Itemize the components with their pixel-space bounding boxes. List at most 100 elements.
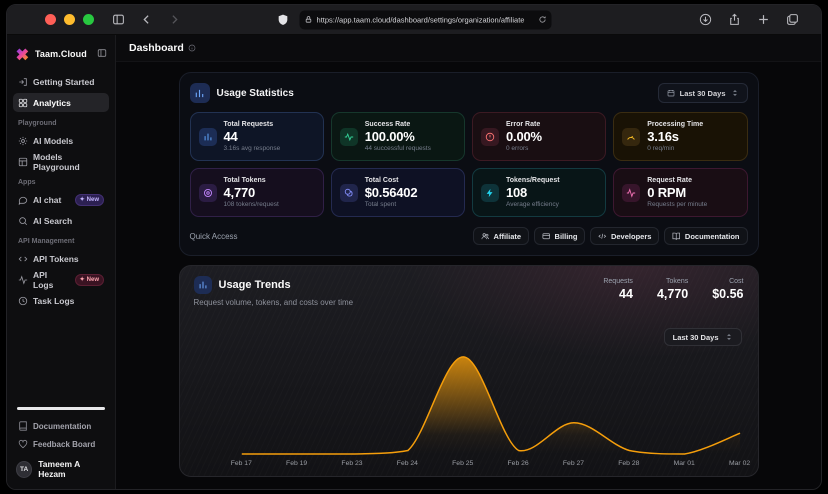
sidebar-item-analytics[interactable]: Analytics [13, 93, 109, 112]
address-bar[interactable]: https://app.taam.cloud/dashboard/setting… [299, 10, 552, 29]
x-axis-label: Feb 23 [341, 460, 363, 467]
usage-statistics-card: Usage Statistics Last 30 Days Total Requ… [178, 72, 759, 256]
stat-card-processing-time: Processing Time 3.16s 0 req/min [613, 112, 748, 161]
sidebar-item-ai-chat[interactable]: AI chat ✦ New [13, 190, 109, 209]
stat-value: 4,770 [223, 185, 256, 200]
sparkle-icon: ✦ [79, 277, 85, 283]
alert-circle-icon [481, 127, 499, 146]
search-icon [19, 216, 28, 225]
stat-card-request-rate: Request Rate 0 RPM Requests per minute [613, 168, 748, 217]
stats-grid: Total Requests 44 3.16s avg response Suc… [189, 112, 748, 217]
sidebar-item-api-tokens[interactable]: API Tokens [13, 249, 109, 268]
sidebar-item-models-playground[interactable]: Models Playground [13, 152, 109, 172]
new-badge: ✦ New [74, 193, 104, 206]
taam-cloud-logo-icon [15, 47, 30, 62]
chart-range-select[interactable]: Last 30 Days [663, 328, 742, 346]
developers-button[interactable]: Developers [590, 227, 660, 245]
activity-icon [18, 274, 28, 285]
browser-window: https://app.taam.cloud/dashboard/setting… [6, 4, 822, 490]
book-icon [672, 232, 681, 240]
page-title: Dashboard [129, 42, 184, 54]
back-icon[interactable] [140, 13, 153, 26]
info-icon[interactable] [188, 39, 196, 57]
users-icon [481, 232, 489, 239]
x-axis-label: Mar 02 [728, 460, 751, 467]
stat-value: 108 [506, 185, 528, 200]
forward-icon[interactable] [168, 13, 181, 26]
stat-value: 100.00% [364, 129, 415, 144]
stat-value: 0 RPM [647, 185, 686, 200]
sidebar-item-documentation[interactable]: Documentation [13, 417, 109, 435]
downloads-icon[interactable] [699, 13, 712, 26]
door-icon [19, 77, 27, 86]
chevrons-up-down-icon [726, 334, 731, 340]
url-text: https://app.taam.cloud/dashboard/setting… [316, 15, 525, 24]
stat-title: Processing Time [647, 121, 704, 128]
stat-subtitle: 0 req/min [647, 145, 675, 152]
share-icon[interactable] [728, 13, 741, 26]
x-axis-label: Feb 25 [452, 460, 474, 467]
book-icon [19, 421, 27, 431]
bar-chart-icon [198, 127, 217, 146]
code-icon [598, 233, 607, 239]
trend-chart: Last 30 Days [180, 324, 758, 476]
quick-access-label: Quick Access [189, 231, 238, 241]
coin-icon [198, 183, 217, 202]
stat-title: Total Tokens [223, 177, 266, 184]
x-axis-label: Feb 17 [230, 460, 252, 467]
stat-subtitle: Total spent [364, 201, 397, 208]
sidebar-item-ai-search[interactable]: AI Search [13, 211, 109, 230]
activity-icon [622, 183, 641, 202]
documentation-button[interactable]: Documentation [664, 227, 748, 245]
new-tab-icon[interactable] [757, 13, 770, 26]
billing-button[interactable]: Billing [534, 227, 586, 245]
sidebar-item-feedback-board[interactable]: Feedback Board [13, 435, 109, 453]
card-title: Usage Statistics [216, 87, 294, 99]
sidebar-collapse-icon[interactable] [97, 45, 107, 63]
chevrons-up-down-icon [732, 90, 737, 96]
stat-card-total-cost: Total Cost $0.56402 Total spent [330, 168, 465, 217]
zoom-window-button[interactable] [83, 14, 94, 25]
section-label-apps: Apps [18, 179, 36, 186]
affiliate-button[interactable]: Affiliate [473, 227, 530, 245]
stat-subtitle: 0 errors [506, 145, 529, 152]
date-range-select[interactable]: Last 30 Days [657, 83, 748, 103]
page-header: Dashboard [116, 35, 821, 62]
window-controls [45, 14, 94, 25]
sparkle-icon: ✦ [79, 197, 85, 203]
x-axis-label: Mar 01 [673, 460, 695, 467]
stat-card-total-tokens: Total Tokens 4,770 108 tokens/request [189, 168, 324, 217]
gear-icon [18, 136, 28, 145]
minimize-window-button[interactable] [64, 14, 75, 25]
heart-icon [18, 439, 28, 449]
x-axis-label: Feb 28 [618, 460, 640, 467]
stat-card-total-requests: Total Requests 44 3.16s avg response [189, 112, 324, 161]
stat-title: Error Rate [506, 121, 541, 128]
sidebar-item-getting-started[interactable]: Getting Started [13, 72, 109, 91]
tab-overview-icon[interactable] [786, 13, 799, 26]
new-badge: ✦ New [74, 273, 104, 286]
shield-icon[interactable] [277, 13, 290, 26]
stat-value: 44 [223, 129, 238, 144]
trend-stat-cost: Cost $0.56 [712, 278, 744, 301]
toggle-browser-sidebar-icon[interactable] [112, 13, 125, 26]
x-axis-label: Feb 24 [396, 460, 418, 467]
reload-icon[interactable] [538, 16, 546, 24]
lock-icon [305, 16, 313, 24]
stat-subtitle: Average efficiency [506, 201, 559, 208]
clock-icon [18, 296, 28, 305]
sidebar-item-api-logs[interactable]: API Logs ✦ New [13, 270, 109, 290]
x-axis-label: Feb 26 [507, 460, 529, 467]
stat-title: Total Cost [364, 177, 399, 184]
stat-value: 3.16s [647, 129, 679, 144]
user-menu[interactable]: TA Tameem A Hezam [13, 453, 109, 481]
close-window-button[interactable] [45, 14, 56, 25]
area-chart [241, 356, 740, 455]
sidebar-item-ai-models[interactable]: AI Models [13, 131, 109, 150]
sidebar-item-task-logs[interactable]: Task Logs [13, 291, 109, 310]
stat-title: Request Rate [647, 177, 692, 184]
coins-icon [339, 183, 358, 202]
bar-chart-icon [189, 83, 210, 103]
usage-trends-card: Usage Trends Request volume, tokens, and… [178, 265, 759, 477]
chart-area-fill [241, 356, 740, 454]
